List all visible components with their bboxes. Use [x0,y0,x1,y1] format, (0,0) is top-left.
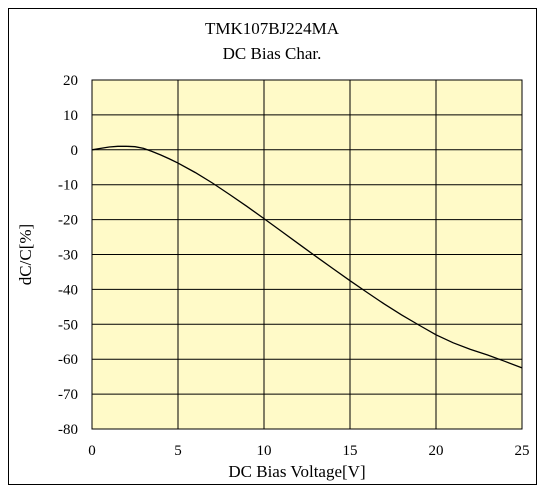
y-tick-label: -10 [58,178,78,194]
x-tick-labels: 0 5 10 15 20 25 [88,443,529,459]
y-axis-label: dC/C[%] [16,224,35,285]
x-axis-label: DC Bias Voltage[V] [228,462,365,481]
chart-title: TMK107BJ224MA [205,19,340,38]
x-tick-label: 10 [257,443,272,459]
y-tick-label: 0 [71,143,79,159]
chart: TMK107BJ224MA DC Bias Char. 20 10 0 -10 -20 -… [16,19,530,481]
y-tick-labels: 20 10 0 -10 -20 -30 -40 -50 -60 -70 -80 [58,73,78,438]
y-tick-label: -20 [58,213,78,229]
plot-border [91,79,523,430]
x-tick-label: 5 [174,443,182,459]
y-tick-label: -60 [58,352,78,368]
y-tick-label: -50 [58,317,78,333]
y-tick-label: 10 [63,108,78,124]
chart-subtitle: DC Bias Char. [223,44,322,63]
y-tick-label: -30 [58,248,78,264]
series-line [91,145,523,369]
x-tick-label: 20 [429,443,444,459]
x-tick-label: 0 [88,443,96,459]
y-tick-label: -70 [58,387,78,403]
y-tick-label: -40 [58,282,78,298]
x-tick-label: 15 [343,443,358,459]
x-tick-label: 25 [515,443,530,459]
chart-frame: TMK107BJ224MA DC Bias Char. 20 10 0 -10 -20 -… [8,8,537,485]
y-tick-label: -80 [58,422,78,438]
y-tick-label: 20 [63,73,78,89]
